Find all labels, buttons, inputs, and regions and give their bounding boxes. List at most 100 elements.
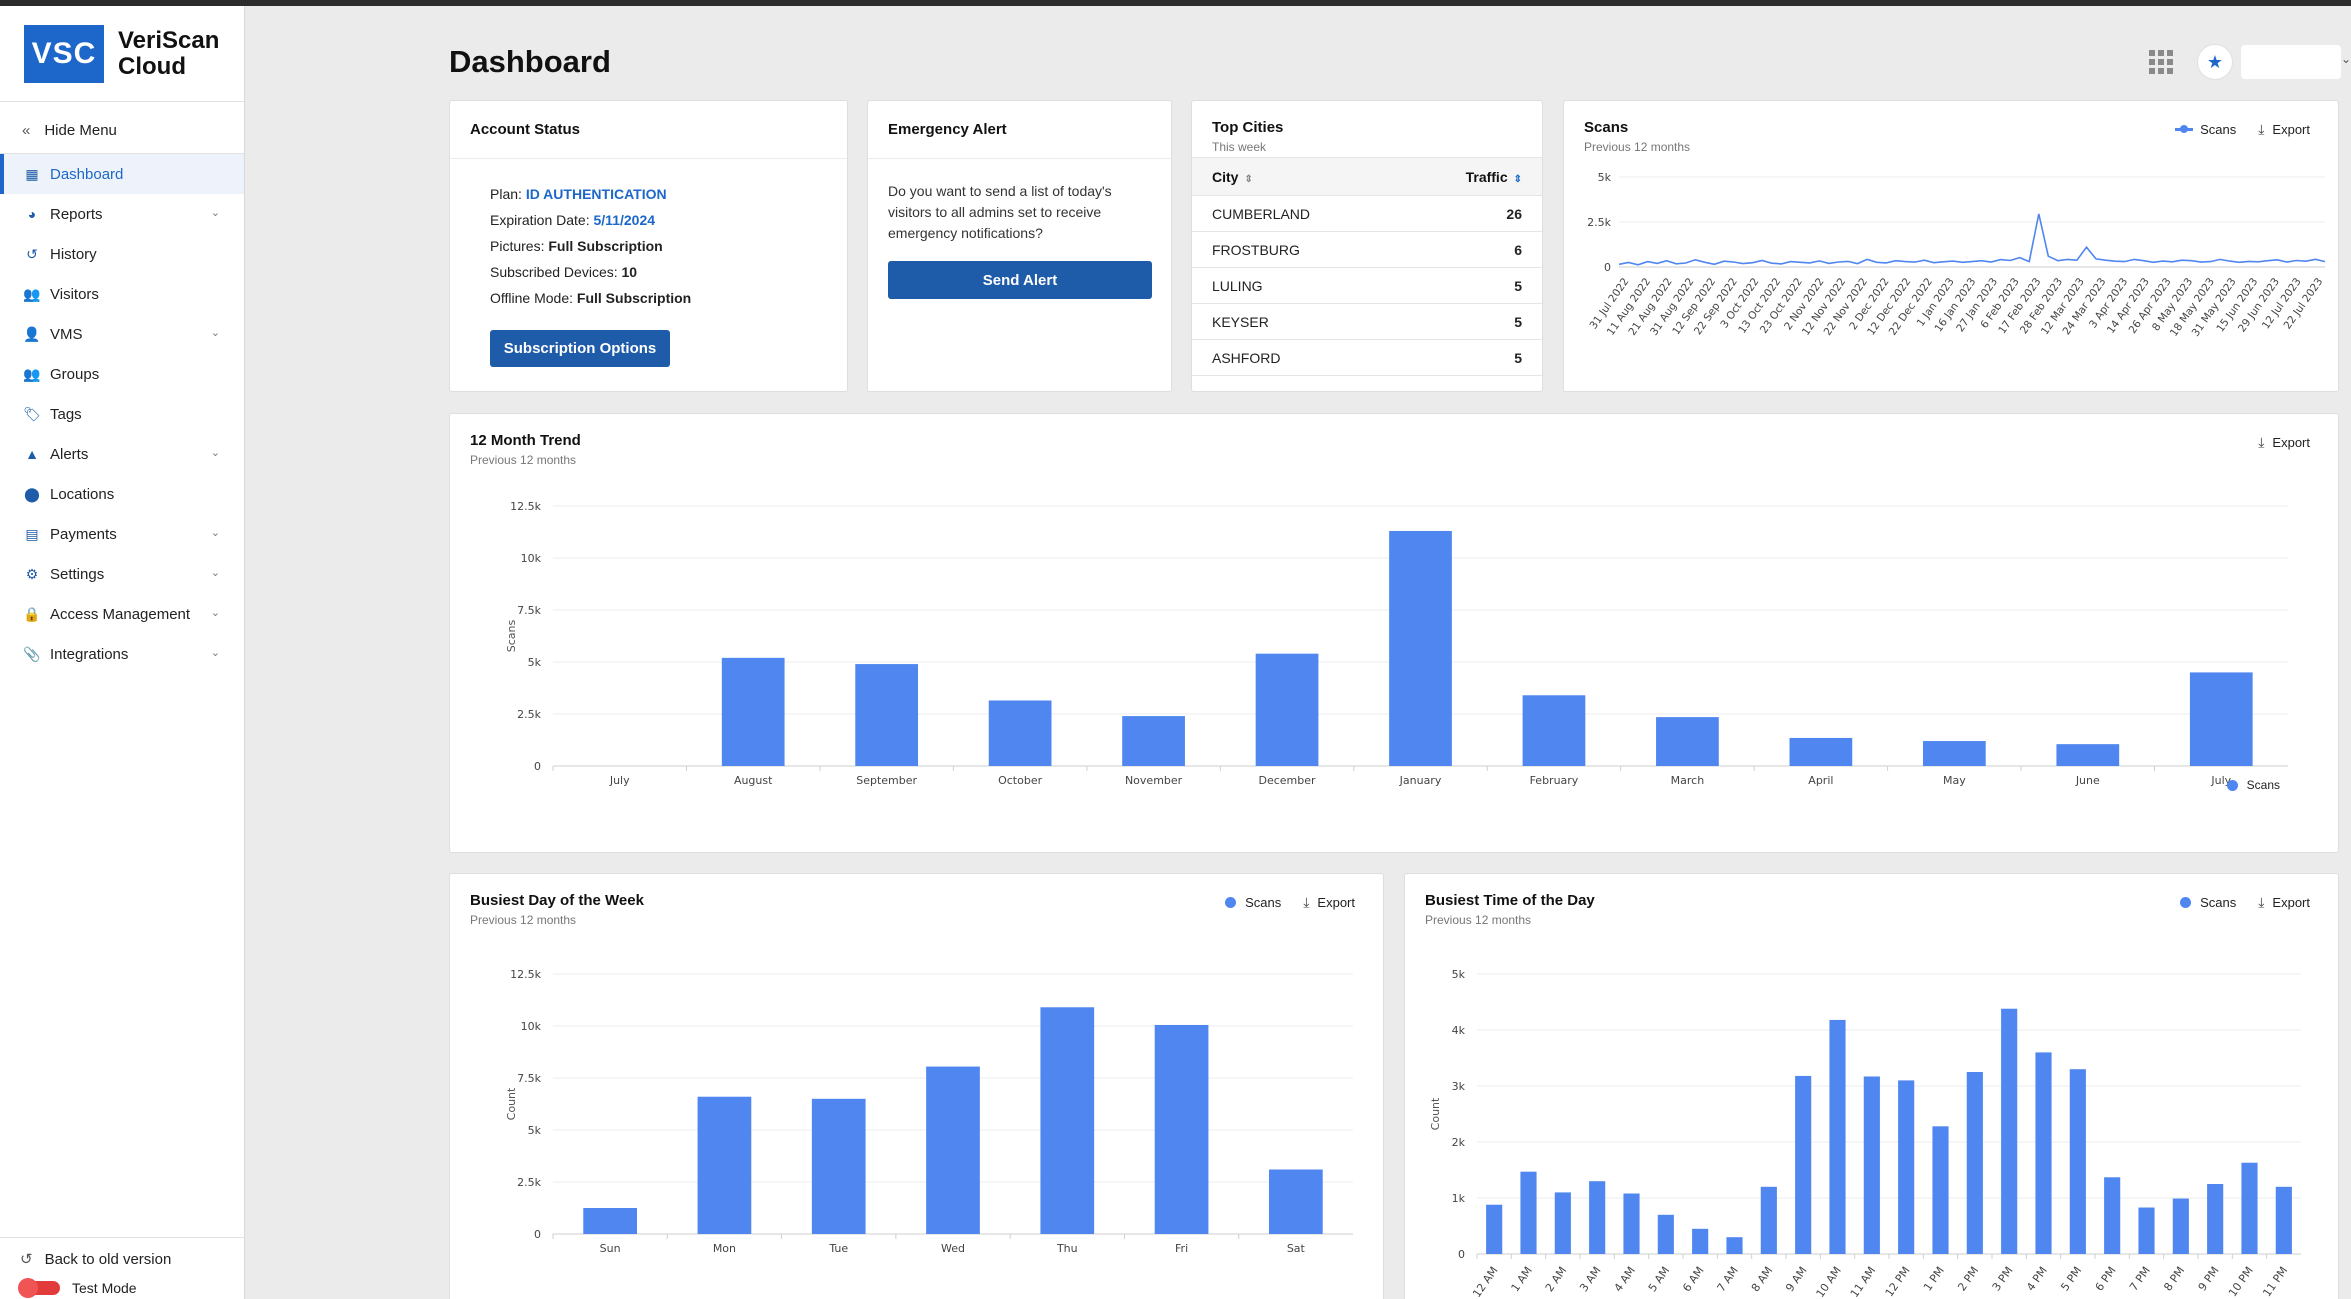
sidebar-item-label: Visitors (50, 285, 99, 303)
sidebar-item-payments[interactable]: ▤ Payments ⌄ (0, 514, 244, 554)
user-menu-select[interactable] (2241, 45, 2341, 79)
expiration-label: Expiration Date: (490, 212, 590, 228)
bar (1795, 1075, 1812, 1254)
y-tick-label: 4k (1452, 1024, 1466, 1037)
paperclip-icon: 📎 (23, 645, 41, 662)
app-name-line1: VeriScan (118, 26, 220, 54)
sidebar-item-label: Tags (50, 405, 82, 423)
bar (721, 657, 785, 766)
traffic-header-label: Traffic (1465, 168, 1508, 185)
sidebar-item-groups[interactable]: 👥 Groups (0, 354, 244, 394)
x-tick-label: Thu (1056, 1242, 1078, 1255)
sidebar-item-access-management[interactable]: 🔒 Access Management ⌄ (0, 594, 244, 634)
sidebar-item-vms[interactable]: 👤 VMS ⌄ (0, 314, 244, 354)
hide-menu-button[interactable]: « Hide Menu (0, 108, 244, 154)
expiration-row: Expiration Date: 5/11/2024 (490, 207, 847, 233)
scans-legend[interactable]: Scans (2175, 122, 2236, 137)
group-icon: 👥 (23, 365, 41, 382)
bar (1554, 1192, 1571, 1254)
sidebar-item-history[interactable]: ↺ History (0, 234, 244, 274)
y-tick-label: 0 (534, 1228, 541, 1241)
sidebar-item-tags[interactable]: 🏷 Tags (0, 394, 244, 434)
city-column-header[interactable]: City ⇕ (1192, 157, 1399, 196)
plan-value: ID AUTHENTICATION (525, 186, 667, 202)
x-tick-label: 3 AM (1577, 1264, 1603, 1294)
x-tick-label: 12 PM (1883, 1264, 1913, 1299)
export-button[interactable]: ⤓ Export (2258, 434, 2310, 451)
card-actions: ⤓ Export (2236, 434, 2310, 451)
y-tick-label: 5k (1598, 171, 1612, 184)
sidebar-item-label: Reports (50, 205, 103, 223)
line-legend-swatch (2175, 125, 2194, 133)
x-tick-label: October (998, 774, 1042, 787)
test-mode-toggle[interactable]: Test Mode (0, 1278, 245, 1298)
sidebar-item-visitors[interactable]: 👥 Visitors (0, 274, 244, 314)
page-title: Dashboard (449, 44, 611, 79)
card-header: Emergency Alert (868, 101, 1171, 159)
x-tick-label: 3 PM (1990, 1264, 2016, 1293)
x-tick-label: 2 PM (1955, 1264, 1981, 1293)
x-tick-label: 5 AM (1646, 1264, 1672, 1294)
back-to-old-version-link[interactable]: ↺ Back to old version (0, 1238, 245, 1280)
chevron-down-icon: ⌄ (210, 567, 220, 579)
card-subtitle: This week (1212, 140, 1267, 154)
bar (1255, 653, 1319, 766)
y-tick-label: 1k (1452, 1192, 1466, 1205)
y-tick-label: 3k (1452, 1080, 1466, 1093)
bar (1726, 1237, 1743, 1254)
busiest-time-card: Busiest Time of the Day Previous 12 mont… (1404, 873, 2339, 1299)
chevron-down-icon[interactable]: ⌄ (2340, 52, 2351, 66)
card-header: Busiest Time of the Day Previous 12 mont… (1405, 874, 2338, 927)
x-tick-label: November (1125, 774, 1183, 787)
chevron-down-icon: ⌄ (210, 207, 220, 219)
account-status-card: Account Status Plan: ID AUTHENTICATION E… (449, 100, 848, 392)
bar (1657, 1214, 1674, 1254)
traffic-column-header[interactable]: Traffic ⇕ (1398, 157, 1542, 196)
sidebar-item-settings[interactable]: ⚙ Settings ⌄ (0, 554, 244, 594)
sidebar-item-integrations[interactable]: 📎 Integrations ⌄ (0, 634, 244, 674)
chevron-down-icon: ⌄ (210, 447, 220, 459)
send-alert-button[interactable]: Send Alert (888, 261, 1152, 299)
subscription-options-button[interactable]: Subscription Options (490, 330, 670, 367)
app-name-line2: Cloud (118, 52, 186, 80)
y-tick-label: 0 (1604, 261, 1611, 274)
toggle-switch[interactable] (18, 1278, 60, 1298)
test-mode-label: Test Mode (72, 1280, 137, 1296)
bar (926, 1066, 980, 1234)
app-name: VeriScan Cloud (118, 26, 220, 80)
logo[interactable]: VSC VeriScan Cloud (0, 6, 244, 102)
favorites-star-icon[interactable]: ★ (2197, 44, 2233, 80)
export-button[interactable]: ⤓ Export (2258, 894, 2310, 911)
sidebar-item-locations[interactable]: ⬤ Locations (0, 474, 244, 514)
scans-legend[interactable]: Scans (2180, 895, 2236, 910)
sidebar-item-reports[interactable]: ◕ Reports ⌄ (0, 194, 244, 234)
city-cell: ASHFORD (1192, 339, 1399, 376)
users-icon: 👥 (23, 285, 41, 302)
trend-legend[interactable]: Scans (2226, 778, 2280, 792)
table-row: CUMBERLAND 26 (1192, 195, 1542, 232)
bar (2104, 1177, 2121, 1254)
card-subtitle: Previous 12 months (470, 913, 577, 927)
y-tick-label: 2.5k (1587, 216, 1611, 229)
apps-grid-icon[interactable] (2149, 50, 2173, 74)
export-button[interactable]: ⤓ Export (2258, 121, 2310, 138)
chevron-down-icon: ⌄ (210, 527, 220, 539)
x-tick-label: 9 AM (1783, 1264, 1809, 1294)
x-tick-label: January (1399, 774, 1442, 787)
x-tick-label: July (2210, 774, 2231, 787)
x-tick-label: Fri (1175, 1242, 1188, 1255)
bar (811, 1098, 866, 1234)
y-tick-label: 0 (1458, 1248, 1465, 1261)
offline-row: Offline Mode: Full Subscription (490, 285, 847, 311)
card-subtitle: Previous 12 months (470, 453, 577, 467)
sidebar-item-alerts[interactable]: ▲ Alerts ⌄ (0, 434, 244, 474)
export-button[interactable]: ⤓ Export (1303, 894, 1355, 911)
sidebar-item-dashboard[interactable]: ▦ Dashboard (0, 154, 244, 194)
bar (2241, 1162, 2258, 1254)
table-row: FROSTBURG 6 (1192, 231, 1542, 268)
card-title: Account Status (470, 121, 581, 138)
history-icon: ↺ (26, 245, 38, 262)
dashboard-icon: ▦ (25, 165, 39, 182)
download-icon: ⤓ (2258, 894, 2265, 910)
scans-legend[interactable]: Scans (1225, 895, 1281, 910)
